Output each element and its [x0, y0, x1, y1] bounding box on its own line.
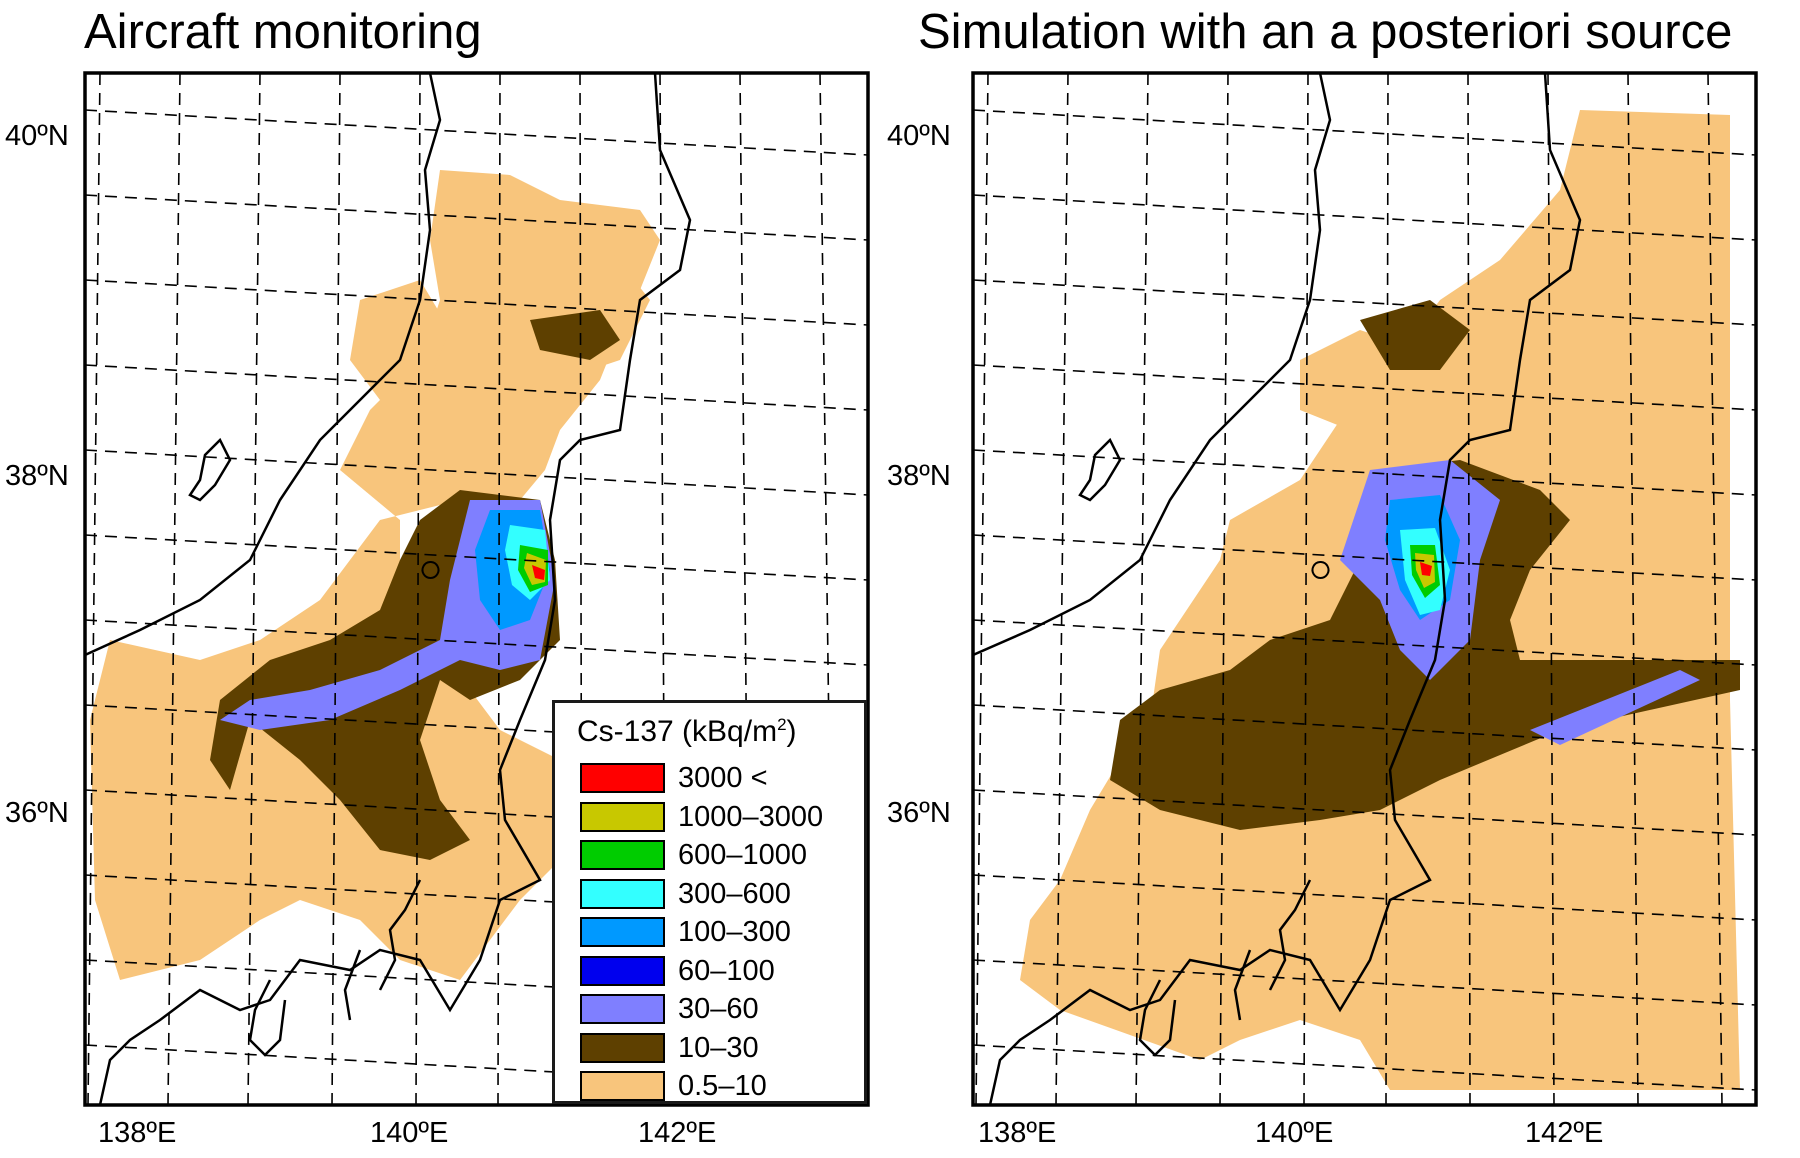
left-deposit-low-2 [500, 250, 650, 380]
left-lon-label-138: 138ºE [98, 1117, 176, 1149]
legend-swatch [580, 994, 665, 1024]
legend-swatch [580, 801, 665, 832]
legend-label: 1000–3000 [678, 800, 824, 833]
right-lat-label-36: 36ºN [887, 797, 951, 829]
left-inawashiro-lake [421, 561, 440, 579]
left-lat-label-40: 40ºN [5, 120, 69, 152]
legend-label: 100–300 [678, 916, 791, 948]
legend-label: 60–100 [678, 954, 775, 987]
legend-swatch [580, 840, 665, 870]
right-sado-island [1078, 437, 1122, 502]
legend-label: 300–600 [678, 877, 791, 910]
legend-swatch [580, 1071, 665, 1101]
right-izu [1138, 979, 1177, 1057]
legend-title-close: ) [786, 715, 797, 748]
left-deposit-3000 [532, 565, 545, 580]
right-lat-label-40: 40ºN [887, 120, 951, 152]
right-deposit-3000 [1420, 562, 1432, 576]
right-lon-label-138: 138ºE [978, 1117, 1056, 1149]
legend-label: 3000 < [678, 762, 768, 794]
legend-swatch [580, 1032, 665, 1063]
legend-title-text: Cs-137 (kBq/m [577, 715, 778, 748]
left-panel-title: Aircraft monitoring [84, 5, 482, 59]
right-deposit-10-30 [1110, 460, 1740, 830]
legend: Cs-137 (kBq/m2) 3000 < 1000–3000 600–1000 3… [552, 700, 867, 1104]
legend-swatch [580, 878, 665, 909]
right-graticule [973, 73, 1756, 1105]
right-deposit-low [1020, 110, 1740, 1090]
right-lon-label-142: 142ºE [1525, 1117, 1603, 1149]
legend-title-superscript: 2 [777, 715, 787, 734]
legend-label: 600–1000 [678, 839, 808, 871]
right-lon-label-140: 140ºE [1255, 1117, 1333, 1149]
right-deposit-30-60 [1340, 460, 1500, 680]
right-deposit-600-1000 [1410, 545, 1440, 598]
legend-label: 30–60 [678, 993, 759, 1025]
legend-title: Cs-137 (kBq/m2) [577, 715, 797, 749]
left-lat-label-38: 38ºN [5, 460, 69, 492]
left-tokyo-bay [343, 879, 422, 1021]
legend-swatch [580, 763, 665, 793]
legend-label: 10–30 [678, 1031, 759, 1064]
right-inawashiro-lake [1311, 561, 1330, 579]
left-deposit-low-3 [350, 280, 450, 400]
left-deposit-600-1000 [518, 545, 548, 592]
left-sado-island [188, 437, 232, 502]
right-map-content [973, 73, 1756, 1105]
right-deposit-30-60-plume [1530, 670, 1700, 745]
left-deposit-300-600 [505, 525, 550, 600]
right-tokyo-bay [1233, 879, 1312, 1021]
right-deposit-low-2 [1300, 330, 1420, 430]
right-lat-label-38: 38ºN [887, 460, 951, 492]
right-deposit-1000-3000 [1415, 553, 1435, 588]
right-deposit-10-30-2 [1360, 300, 1470, 370]
right-map-frame [971, 71, 1758, 1107]
left-lon-label-140: 140ºE [370, 1117, 448, 1149]
right-coastline [973, 73, 1582, 1105]
left-deposit-60-300 [475, 510, 550, 630]
legend-swatch [580, 955, 665, 986]
left-izu [248, 979, 287, 1057]
left-deposit-10-30 [210, 490, 560, 860]
legend-label: 0.5–10 [678, 1070, 767, 1102]
left-deposit-30-60 [220, 500, 555, 730]
left-lon-label-142: 142ºE [638, 1117, 716, 1149]
left-deposit-10-30-2 [530, 310, 620, 360]
left-deposit-1000-3000 [524, 553, 546, 585]
right-deposit-300-600 [1400, 528, 1450, 615]
left-lat-label-36: 36ºN [5, 797, 69, 829]
right-panel-title: Simulation with an a posteriori source [918, 5, 1733, 59]
right-deposit-60-300 [1385, 495, 1460, 620]
legend-swatch [580, 917, 665, 947]
